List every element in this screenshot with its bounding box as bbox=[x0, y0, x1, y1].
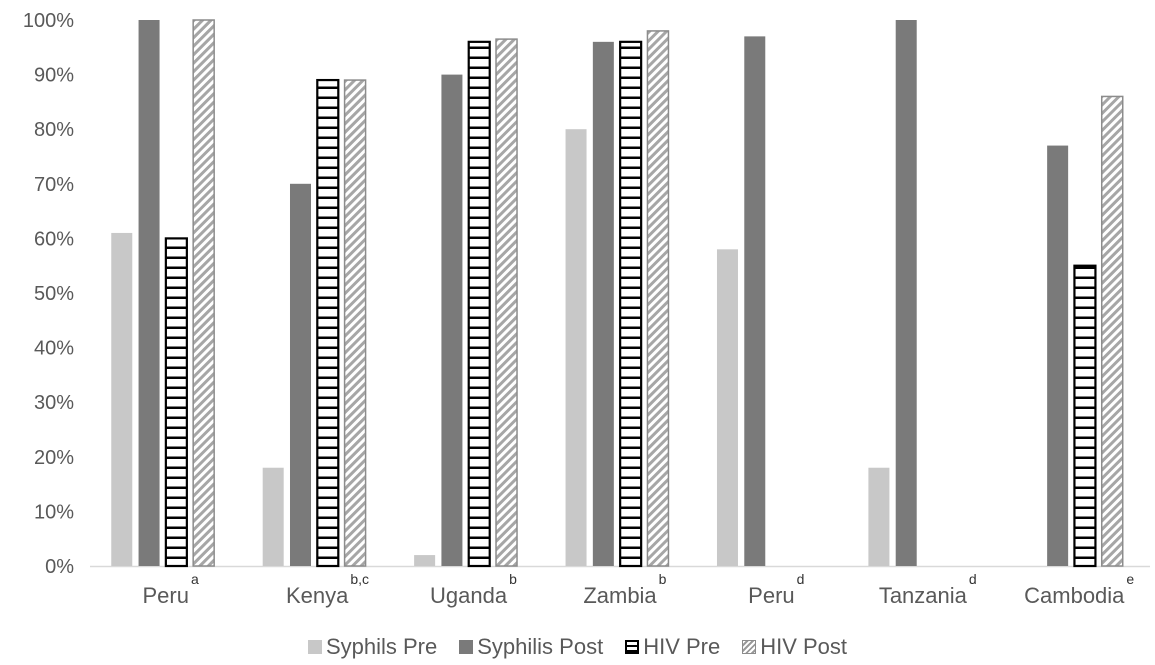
y-tick-label: 60% bbox=[34, 228, 74, 250]
legend-swatch-hiv-post bbox=[742, 640, 757, 654]
x-category-label: Cambodia bbox=[1024, 583, 1125, 608]
bar-syphilis-post bbox=[1047, 145, 1069, 566]
x-category-label: Peru bbox=[142, 583, 188, 608]
legend-item-hiv-pre: HIV Pre bbox=[625, 634, 720, 660]
bar-syphilis-post bbox=[895, 20, 917, 566]
x-category-label: Tanzania bbox=[879, 583, 968, 608]
x-category-label: Zambia bbox=[583, 583, 657, 608]
x-category-superscript: b bbox=[659, 571, 667, 587]
y-axis-tick-labels: 0% 10% 20% 30% 40% 50% 60% 70% 80% 90% 100% bbox=[23, 10, 74, 578]
bar-syphilis-post bbox=[441, 74, 463, 566]
y-tick-label: 0% bbox=[45, 556, 74, 578]
legend: Syphils Pre Syphilis Post HIV Pre HIV Po… bbox=[0, 632, 1155, 662]
legend-label-syphilis-pre: Syphils Pre bbox=[325, 634, 438, 659]
y-tick-label: 20% bbox=[34, 447, 74, 469]
x-category-superscript: d bbox=[969, 571, 977, 587]
x-category-superscript: a bbox=[191, 571, 199, 587]
legend-label-hiv-pre: HIV Pre bbox=[643, 634, 721, 659]
x-category-superscript: e bbox=[1126, 571, 1134, 587]
bar-syphilis-pre bbox=[414, 555, 436, 566]
y-tick-label: 30% bbox=[34, 392, 74, 414]
y-tick-label: 50% bbox=[34, 283, 74, 305]
bar-hiv-pre bbox=[467, 40, 491, 568]
x-category-superscript: d bbox=[797, 571, 805, 587]
legend-label-syphilis-post: Syphilis Post bbox=[477, 634, 604, 659]
bar-syphilis-pre bbox=[565, 129, 587, 566]
y-tick-label: 10% bbox=[34, 501, 74, 523]
legend-swatch-syphilis-post bbox=[459, 640, 474, 654]
bar-syphilis-post bbox=[744, 36, 766, 566]
bar-hiv-post bbox=[192, 19, 215, 567]
x-axis-category-labels: PeruaKenyab,cUgandabZambiabPerudTanzania… bbox=[142, 571, 1134, 608]
legend-item-syphilis-post: Syphilis Post bbox=[459, 634, 603, 660]
bar-hiv-pre bbox=[316, 78, 340, 568]
legend-swatch-syphilis-pre bbox=[307, 640, 322, 654]
bar-syphilis-post bbox=[289, 183, 311, 567]
y-tick-label: 90% bbox=[34, 65, 74, 87]
bar-syphilis-pre bbox=[111, 232, 133, 566]
bar-hiv-post bbox=[1100, 95, 1124, 567]
bar-syphilis-pre bbox=[716, 249, 738, 566]
bar-hiv-pre bbox=[164, 237, 188, 568]
y-tick-label: 40% bbox=[34, 338, 74, 360]
bar-hiv-pre bbox=[619, 40, 643, 568]
x-category-label: Uganda bbox=[430, 583, 508, 608]
bar-hiv-pre bbox=[1073, 264, 1097, 568]
y-tick-label: 100% bbox=[23, 10, 74, 32]
bar-hiv-post bbox=[495, 38, 518, 567]
bar-syphilis-pre bbox=[868, 467, 890, 566]
chart: 0%10%20%30%40%50%60%70%80%90%100% PeruaK… bbox=[23, 10, 1150, 608]
legend-label-hiv-post: HIV Post bbox=[760, 634, 848, 659]
legend-item-hiv-post: HIV Post bbox=[742, 634, 847, 660]
bar-hiv-post bbox=[343, 79, 367, 567]
legend-swatch-hiv-pre bbox=[625, 640, 640, 654]
y-tick-label: 80% bbox=[34, 119, 74, 141]
bar-syphilis-pre bbox=[262, 467, 284, 566]
x-category-superscript: b,c bbox=[350, 571, 369, 587]
x-category-label: Kenya bbox=[286, 583, 349, 608]
x-category-label: Peru bbox=[748, 583, 794, 608]
bar-hiv-post bbox=[646, 30, 670, 567]
legend-item-syphilis-pre: Syphils Pre bbox=[307, 634, 438, 660]
x-category-superscript: b bbox=[509, 571, 517, 587]
bar-syphilis-post bbox=[138, 20, 160, 566]
y-tick-label: 70% bbox=[34, 174, 74, 196]
bar-syphilis-post bbox=[592, 41, 614, 566]
bars bbox=[111, 19, 1124, 568]
